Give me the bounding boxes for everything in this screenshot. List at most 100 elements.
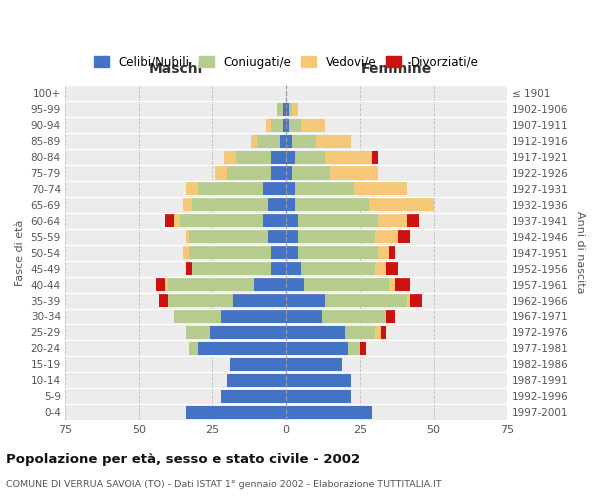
Bar <box>271 166 286 179</box>
Bar <box>257 134 280 147</box>
Bar <box>174 214 180 228</box>
Bar <box>263 214 286 228</box>
Bar <box>165 278 168 291</box>
Bar <box>251 134 257 147</box>
Bar <box>286 118 289 132</box>
Bar <box>186 230 189 243</box>
Bar <box>174 310 221 323</box>
Bar <box>183 246 189 260</box>
Bar <box>227 166 271 179</box>
Bar <box>266 118 271 132</box>
Bar <box>186 182 198 196</box>
Bar <box>160 294 168 307</box>
Bar <box>280 134 286 147</box>
Bar <box>271 246 286 260</box>
Bar <box>157 278 165 291</box>
Bar <box>221 390 286 403</box>
Bar <box>316 134 351 147</box>
Bar <box>322 310 386 323</box>
Bar <box>301 118 325 132</box>
Bar <box>295 198 369 211</box>
Bar <box>389 246 395 260</box>
Bar <box>372 150 377 164</box>
Bar <box>380 326 386 339</box>
Bar <box>286 310 322 323</box>
Bar <box>374 262 386 275</box>
Bar <box>165 214 174 228</box>
Bar <box>374 326 380 339</box>
Bar <box>189 246 271 260</box>
Bar <box>395 278 410 291</box>
Bar <box>168 294 233 307</box>
Bar <box>407 294 410 307</box>
Bar <box>286 390 351 403</box>
Bar <box>286 182 295 196</box>
Bar <box>286 374 351 387</box>
Bar <box>286 150 295 164</box>
Text: Femmine: Femmine <box>361 62 433 76</box>
Bar <box>230 358 286 371</box>
Bar <box>286 102 289 116</box>
Bar <box>268 198 286 211</box>
Bar <box>224 150 236 164</box>
Bar <box>286 342 348 355</box>
Bar <box>189 342 198 355</box>
Bar <box>407 214 419 228</box>
Bar <box>286 230 298 243</box>
Bar <box>298 246 377 260</box>
Bar <box>263 182 286 196</box>
Bar <box>348 342 360 355</box>
Legend: Celibi/Nubili, Coniugati/e, Vedovi/e, Divorziati/e: Celibi/Nubili, Coniugati/e, Vedovi/e, Di… <box>89 51 484 74</box>
Bar <box>286 294 325 307</box>
Bar <box>286 246 298 260</box>
Bar <box>189 230 268 243</box>
Bar <box>292 134 316 147</box>
Bar <box>360 342 366 355</box>
Bar <box>236 150 271 164</box>
Bar <box>298 214 377 228</box>
Text: Maschi: Maschi <box>148 62 203 76</box>
Bar <box>398 230 410 243</box>
Bar <box>292 166 331 179</box>
Bar <box>192 198 268 211</box>
Bar <box>286 326 345 339</box>
Bar <box>271 118 283 132</box>
Bar <box>377 246 389 260</box>
Text: COMUNE DI VERRUA SAVOIA (TO) - Dati ISTAT 1° gennaio 2002 - Elaborazione TUTTITA: COMUNE DI VERRUA SAVOIA (TO) - Dati ISTA… <box>6 480 442 489</box>
Bar <box>286 214 298 228</box>
Bar <box>221 310 286 323</box>
Bar <box>298 230 374 243</box>
Bar <box>198 182 263 196</box>
Bar <box>289 118 301 132</box>
Bar <box>268 230 286 243</box>
Text: Popolazione per età, sesso e stato civile - 2002: Popolazione per età, sesso e stato civil… <box>6 452 360 466</box>
Bar <box>209 326 286 339</box>
Bar <box>345 326 374 339</box>
Bar <box>198 342 286 355</box>
Bar <box>354 182 407 196</box>
Bar <box>186 262 192 275</box>
Bar <box>277 102 283 116</box>
Bar <box>295 182 354 196</box>
Bar <box>377 214 407 228</box>
Bar <box>410 294 422 307</box>
Bar <box>227 374 286 387</box>
Y-axis label: Fasce di età: Fasce di età <box>15 220 25 286</box>
Bar <box>233 294 286 307</box>
Bar <box>180 214 263 228</box>
Bar <box>389 278 395 291</box>
Bar <box>286 198 295 211</box>
Bar <box>283 118 286 132</box>
Bar <box>301 262 374 275</box>
Bar <box>286 134 292 147</box>
Bar <box>283 102 286 116</box>
Bar <box>286 406 372 418</box>
Bar <box>286 262 301 275</box>
Bar <box>286 278 304 291</box>
Bar <box>271 150 286 164</box>
Bar <box>386 310 395 323</box>
Bar <box>289 102 292 116</box>
Bar <box>325 294 407 307</box>
Bar <box>271 262 286 275</box>
Bar <box>325 150 372 164</box>
